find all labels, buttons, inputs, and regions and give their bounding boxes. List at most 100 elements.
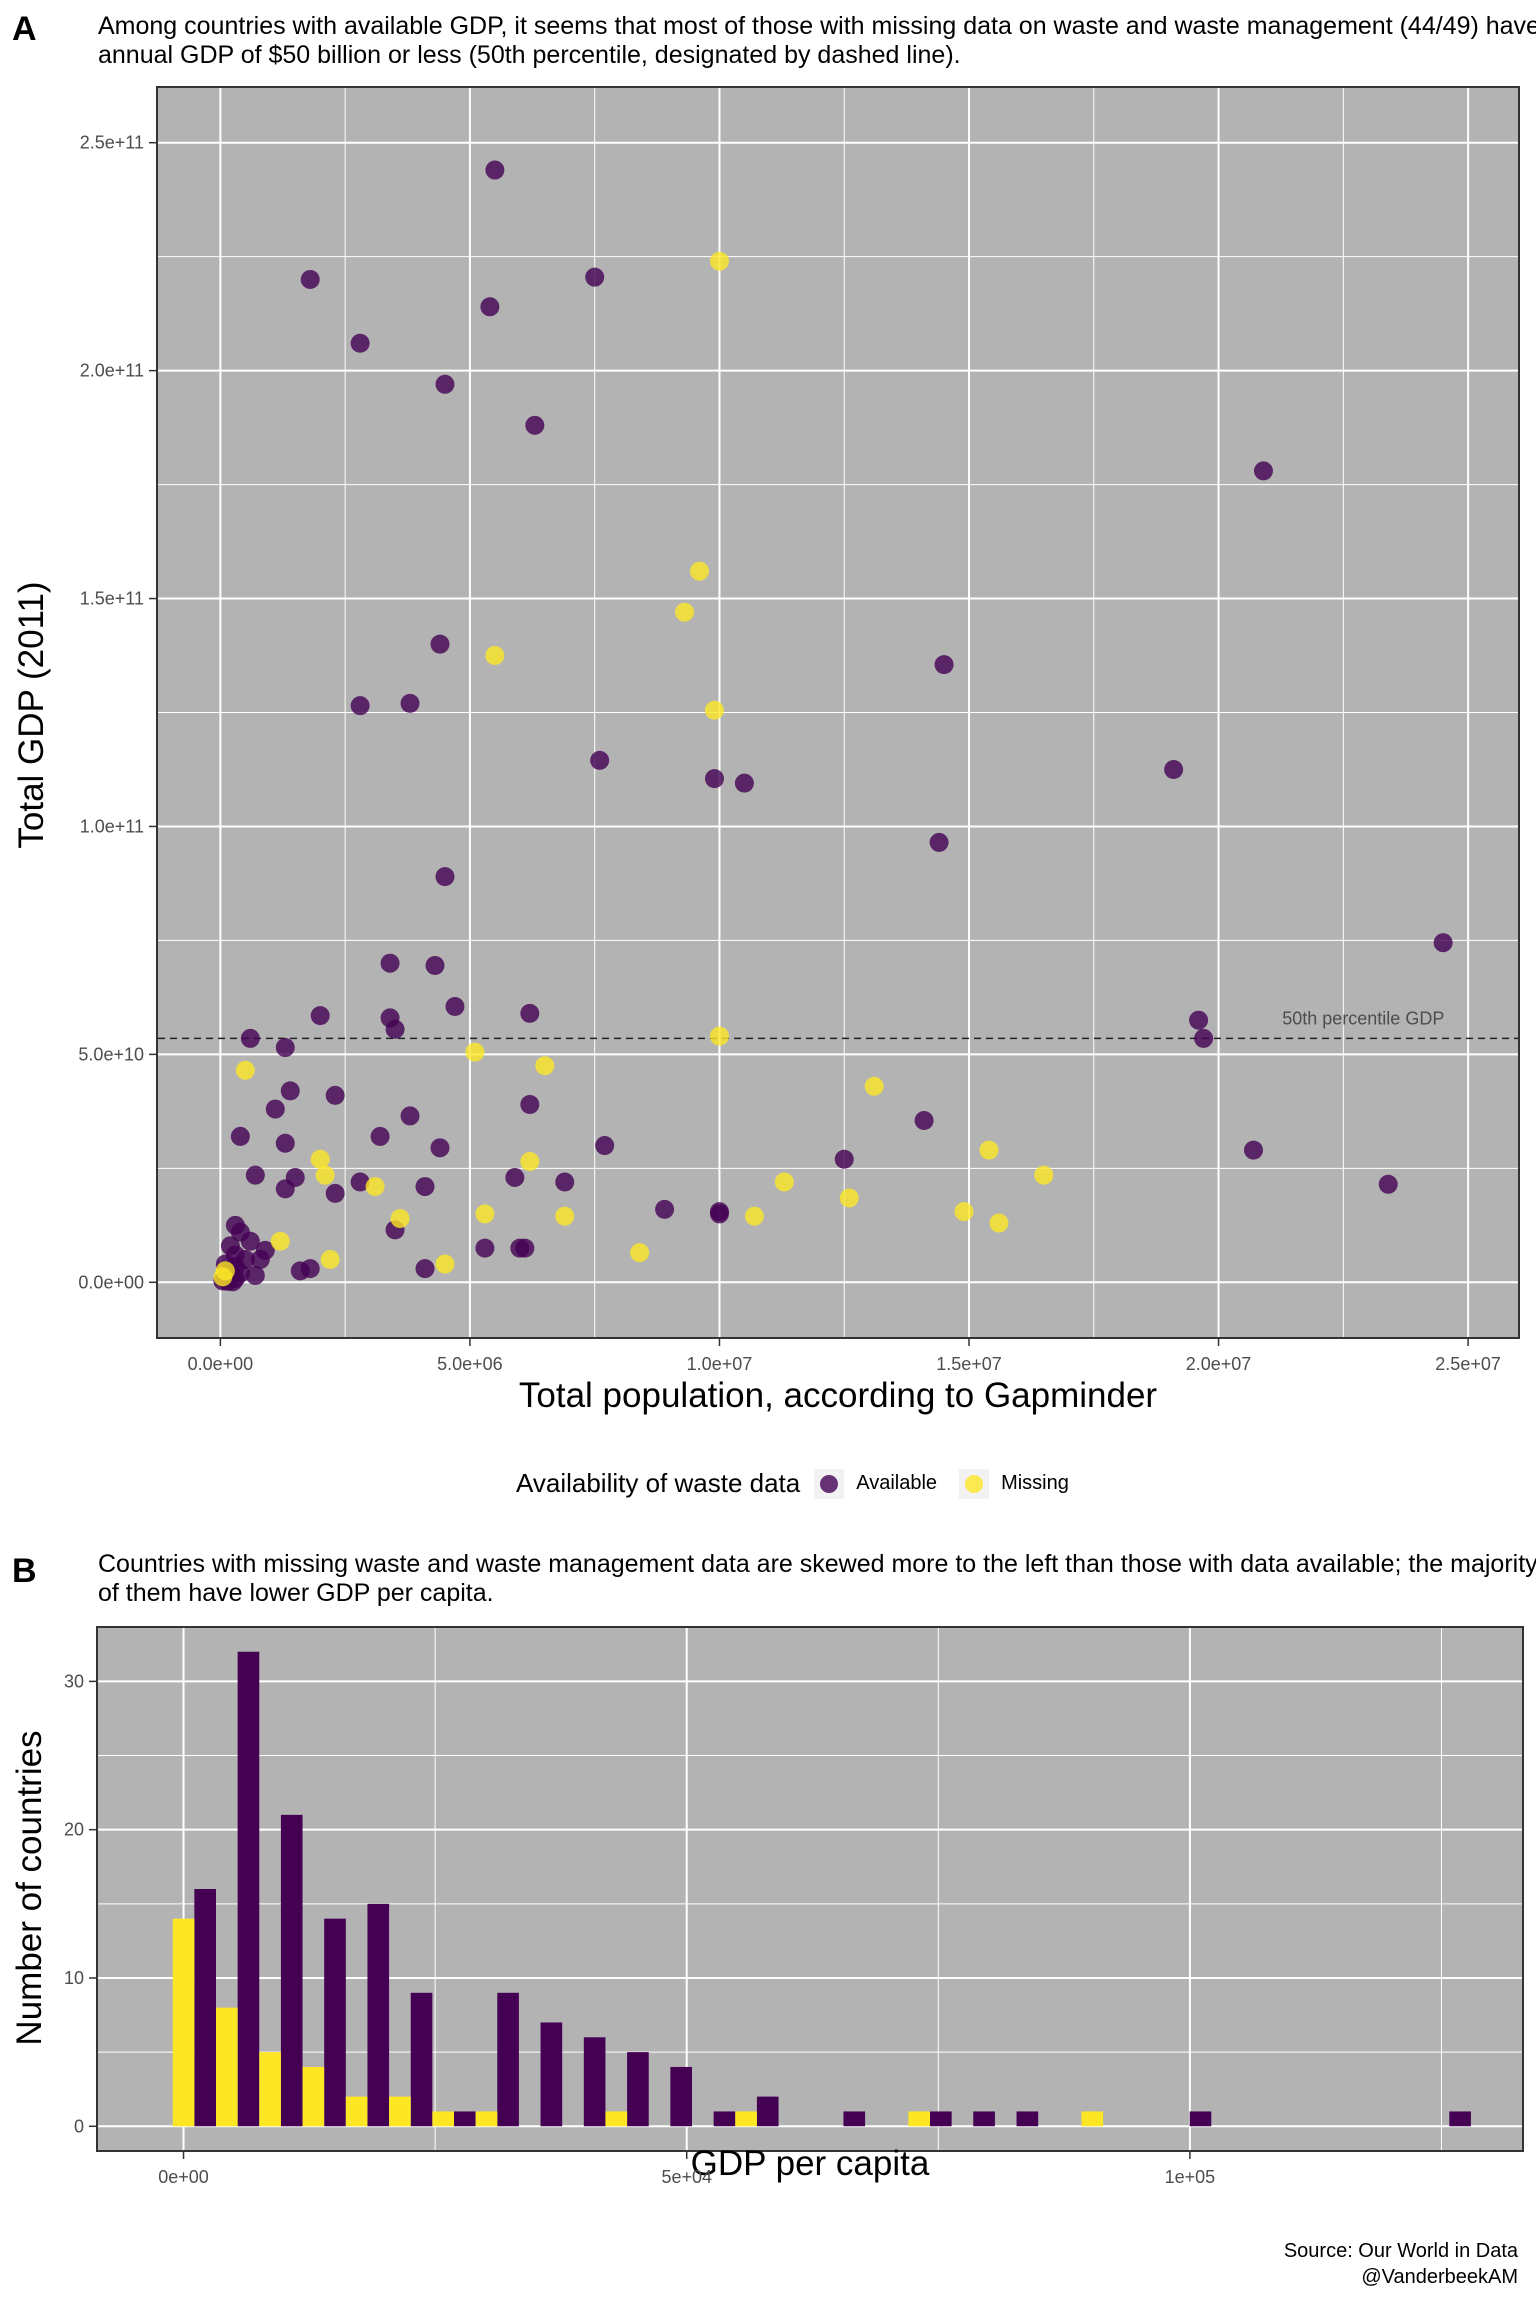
point-available [914,1110,934,1130]
bar-missing [475,2111,498,2127]
scatter-x-tick-label: 5.0e+06 [437,1354,503,1374]
legend-dot-available [820,1474,839,1493]
point-available [1189,1010,1209,1030]
legend-title: Availability of waste data [516,1468,801,1498]
author-handle: @VanderbeekAM [1361,2266,1518,2288]
point-available [834,1149,854,1169]
median-line-label: 50th percentile GDP [1282,1008,1444,1028]
point-missing [315,1165,335,1185]
scatter-x-axis-title: Total population, according to Gapminder [518,1376,1158,1415]
point-missing [989,1213,1009,1233]
point-missing [465,1042,485,1062]
point-available [415,1259,435,1279]
point-available [370,1126,390,1146]
hist-x-tick-label: 5e+04 [661,2167,712,2187]
point-available [350,696,370,716]
point-missing [704,700,724,720]
scatter-x-tick-label: 1.5e+07 [936,1354,1002,1374]
hist-y-tick-label: 10 [64,1968,84,1988]
legend-key-available [814,1468,845,1499]
point-available [415,1177,435,1197]
bar-missing [345,2096,368,2127]
bar-available [756,2096,779,2127]
legend-key-missing [959,1468,990,1499]
panel-a-letter: A [12,10,37,48]
scatter-y-tick-label: 5.0e+10 [78,1044,144,1064]
point-available [1194,1028,1214,1048]
point-missing [675,602,695,622]
point-available [1253,461,1273,481]
histogram-x-axis-title: GDP per capita [690,2144,930,2183]
scatter-x-tick-label: 2.0e+07 [1186,1354,1252,1374]
hist-y-tick-label: 30 [64,1671,84,1691]
point-available [934,655,954,675]
bar-available [367,1903,390,2127]
bar-available [583,2037,606,2127]
point-available [480,297,500,317]
bar-missing [432,2111,454,2127]
bar-available [973,2111,995,2127]
hist-x-tick-label: 1e+05 [1165,2167,1216,2187]
scatter-x-tick-label: 1.0e+07 [687,1354,753,1374]
point-missing [709,251,729,271]
point-available [734,773,754,793]
point-missing [390,1208,410,1228]
point-missing [774,1172,794,1192]
scatter-y-tick-label: 1.0e+11 [80,816,144,836]
panel-b-letter: B [12,1552,37,1590]
bar-missing [215,2007,238,2127]
bar-available [670,2066,693,2127]
point-missing [839,1188,859,1208]
bar-missing [172,1918,195,2127]
hist-x-tick-label: 0e+00 [158,2167,209,2187]
panel-a-title: Among countries with available GDP, it s… [98,12,1536,69]
bar-missing [1081,2111,1104,2127]
legend-label-available: Available [856,1472,938,1494]
point-missing [864,1076,884,1096]
point-available [555,1172,575,1192]
point-available [240,1028,260,1048]
bar-available [454,2111,476,2127]
point-available [425,955,445,975]
point-missing [320,1250,340,1270]
point-available [590,750,610,770]
point-missing [435,1254,455,1274]
bar-available [540,2022,563,2127]
point-available [275,1133,295,1153]
point-available [310,1006,330,1026]
point-available [520,1003,540,1023]
point-missing [365,1177,385,1197]
point-available [350,1172,370,1192]
point-available [400,693,420,713]
point-available [280,1081,300,1101]
point-missing [213,1267,233,1287]
bar-available [843,2111,866,2127]
point-missing [555,1206,575,1226]
point-available [435,867,455,887]
point-available [709,1204,729,1224]
point-available [275,1179,295,1199]
point-available [1243,1140,1263,1160]
bar-available [627,2052,649,2127]
point-available [655,1199,675,1219]
point-available [929,832,949,852]
point-available [300,269,320,289]
point-available [290,1261,310,1281]
point-available [595,1136,615,1156]
bar-missing [389,2096,411,2127]
bar-available [237,1651,260,2127]
point-missing [709,1026,729,1046]
point-available [350,333,370,353]
bar-available [410,1992,433,2127]
bar-available [194,1889,216,2127]
point-available [325,1085,345,1105]
point-missing [690,561,710,581]
point-available [585,267,605,287]
point-available [245,1265,265,1285]
point-available [505,1167,525,1187]
bar-available [280,1814,303,2127]
bar-available [930,2111,952,2127]
point-available [445,997,465,1017]
point-available [485,160,505,180]
point-available [430,1138,450,1158]
